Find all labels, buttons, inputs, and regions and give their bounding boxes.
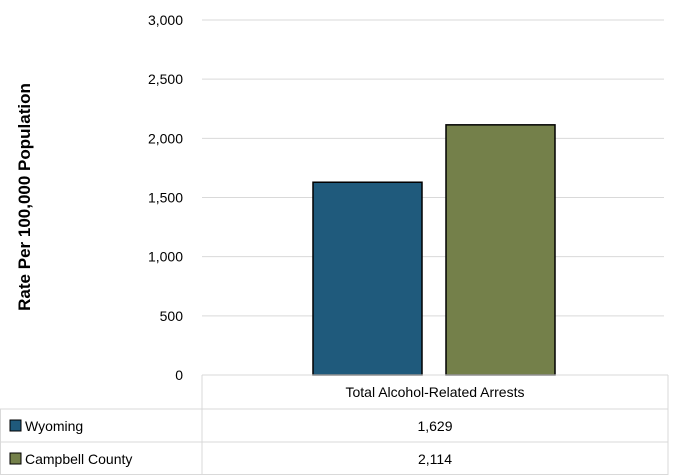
data-table: Total Alcohol-Related Arrests Wyoming 1,62… [0,374,669,475]
y-tick-label: 0 [175,367,183,383]
legend-series-name: Campbell County [25,451,132,467]
bars [312,124,556,376]
y-tick-label: 2,500 [148,71,183,87]
legend-swatch [9,452,22,465]
y-axis-ticks: 0 500 1,000 1,500 2,000 2,500 3,000 [148,12,183,383]
y-axis-label: Rate Per 100,000 Population [15,83,34,311]
y-tick-label: 2,000 [148,130,183,146]
bar-campbell-county [445,124,556,376]
y-tick-label: 3,000 [148,12,183,28]
y-tick-label: 1,000 [148,249,183,265]
gridlines [202,19,664,317]
x-category-label: Total Alcohol-Related Arrests [346,384,525,400]
legend-series-name: Wyoming [25,418,83,434]
data-label: 2,114 [418,451,452,467]
bar-wyoming [312,181,423,376]
y-tick-label: 500 [160,308,184,324]
y-tick-label: 1,500 [148,190,183,206]
legend-swatch [9,419,22,432]
data-label: 1,629 [417,418,452,434]
